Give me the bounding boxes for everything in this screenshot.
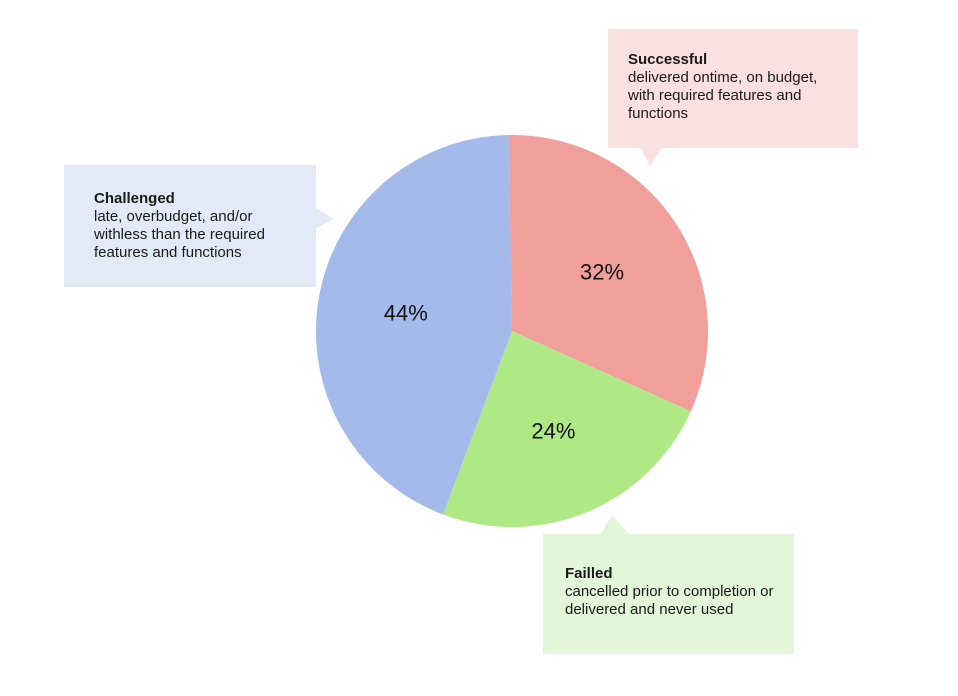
pie-slice-successful bbox=[508, 135, 709, 412]
callout-failed-description: cancelled prior to completion or deliver… bbox=[565, 583, 774, 618]
callout-pointers bbox=[315, 147, 662, 535]
slice-value-labels: 32% 24% 44% bbox=[384, 260, 624, 444]
callout-pointer-challenged bbox=[315, 207, 334, 229]
callout-challenged-description: late, overbudget, and/or withless than t… bbox=[94, 208, 265, 261]
slice-label-failed: 24% bbox=[531, 419, 575, 444]
callout-failed: Failled cancelled prior to completion or… bbox=[543, 534, 794, 654]
callout-pointer-failed bbox=[600, 515, 630, 535]
slice-label-successful: 32% bbox=[580, 260, 624, 285]
slice-label-challenged: 44% bbox=[384, 301, 428, 326]
callout-failed-title: Failled bbox=[565, 565, 613, 582]
callout-successful: Successful delivered ontime, on budget, … bbox=[608, 29, 858, 148]
callout-successful-title: Successful bbox=[628, 51, 708, 68]
pie-slice-failed bbox=[443, 331, 691, 528]
callout-challenged-title: Challenged bbox=[94, 190, 175, 207]
pie-slices bbox=[315, 135, 709, 528]
pie-slice-challenged bbox=[315, 135, 512, 515]
callout-challenged: Challenged late, overbudget, and/or with… bbox=[64, 165, 316, 287]
callout-successful-description: delivered ontime, on budget, with requir… bbox=[628, 69, 818, 122]
callout-pointer-successful bbox=[640, 147, 662, 166]
